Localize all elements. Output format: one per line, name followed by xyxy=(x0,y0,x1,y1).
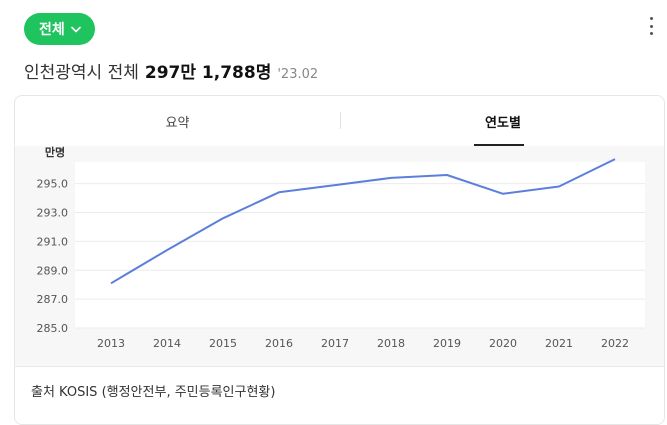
x-tick-label: 2016 xyxy=(265,337,293,350)
x-tick-label: 2017 xyxy=(321,337,349,350)
x-tick-label: 2014 xyxy=(153,337,181,350)
plot-background xyxy=(75,162,645,328)
y-tick-label: 291.0 xyxy=(37,235,69,248)
y-tick-label: 293.0 xyxy=(37,207,69,220)
source-text: 출처 KOSIS (행정안전부, 주민등록인구현황) xyxy=(31,385,276,400)
region-name: 인천광역시 전체 xyxy=(24,63,139,83)
population-card: 요약 연도별 만명 285.0 287.0 289.0 291.0 293.0 295.0 2… xyxy=(14,95,665,425)
x-tick-label: 2018 xyxy=(377,337,405,350)
x-tick-label: 2015 xyxy=(209,337,237,350)
tab-divider xyxy=(340,112,341,129)
population-value: 297만 1,788명 xyxy=(144,63,272,83)
selected-tab-indicator xyxy=(474,144,524,146)
chart-area: 만명 285.0 287.0 289.0 291.0 293.0 295.0 2013 2014… xyxy=(15,146,664,366)
chevron-down-icon xyxy=(70,26,81,33)
x-tick-label: 2022 xyxy=(601,337,629,350)
region-filter-button[interactable]: 전체 xyxy=(24,13,95,45)
series-line xyxy=(110,158,616,285)
reference-date: '23.02 xyxy=(277,67,319,82)
y-tick-label: 295.0 xyxy=(37,178,69,191)
population-headline: 인천광역시 전체 297만 1,788명 '23.02 xyxy=(24,58,318,83)
x-tick-label: 2021 xyxy=(545,337,573,350)
tab-summary[interactable]: 요약 xyxy=(165,115,190,131)
x-tick-label: 2019 xyxy=(433,337,461,350)
x-tick-label: 2013 xyxy=(97,337,125,350)
tab-bar: 요약 연도별 xyxy=(15,96,664,146)
y-tick-label: 285.0 xyxy=(37,322,69,335)
population-line-chart: 만명 285.0 287.0 289.0 291.0 293.0 295.0 2013 2014… xyxy=(37,146,645,350)
source-footer: 출처 KOSIS (행정안전부, 주민등록인구현황) xyxy=(15,366,664,424)
y-unit-label: 만명 xyxy=(45,146,65,159)
tab-yearly[interactable]: 연도별 xyxy=(485,115,521,131)
x-tick-label: 2020 xyxy=(489,337,517,350)
y-tick-label: 287.0 xyxy=(37,293,69,306)
y-tick-label: 289.0 xyxy=(37,264,69,277)
more-vertical-icon[interactable] xyxy=(645,16,657,36)
region-filter-label: 전체 xyxy=(39,22,65,38)
